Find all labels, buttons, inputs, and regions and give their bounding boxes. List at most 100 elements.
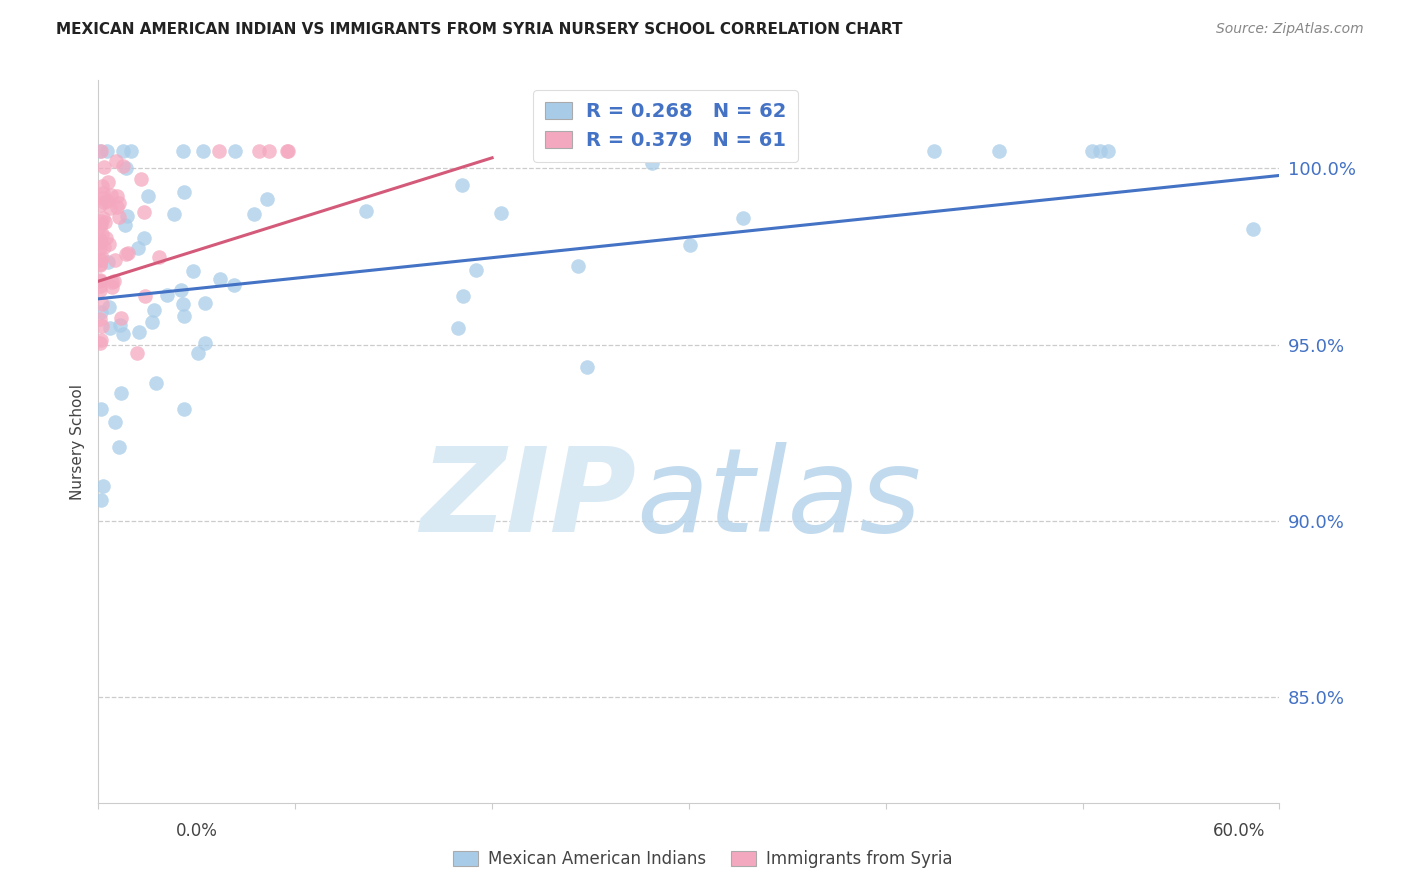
Point	[922, 144, 945, 158]
Point	[129, 172, 152, 186]
Point	[128, 326, 150, 340]
Point	[243, 207, 266, 221]
Point	[93, 240, 115, 254]
Point	[256, 192, 278, 206]
Point	[108, 440, 131, 454]
Point	[277, 144, 299, 158]
Point	[98, 201, 121, 215]
Point	[987, 144, 1010, 158]
Point	[90, 252, 112, 267]
Point	[173, 401, 195, 416]
Text: atlas: atlas	[636, 442, 921, 557]
Point	[1097, 144, 1119, 158]
Point	[451, 289, 474, 303]
Text: Source: ZipAtlas.com: Source: ZipAtlas.com	[1216, 22, 1364, 37]
Y-axis label: Nursery School: Nursery School	[70, 384, 86, 500]
Text: MEXICAN AMERICAN INDIAN VS IMMIGRANTS FROM SYRIA NURSERY SCHOOL CORRELATION CHAR: MEXICAN AMERICAN INDIAN VS IMMIGRANTS FR…	[56, 22, 903, 37]
Point	[96, 144, 118, 158]
Point	[276, 144, 298, 158]
Text: 60.0%: 60.0%	[1213, 822, 1265, 840]
Point	[96, 194, 118, 209]
Point	[114, 161, 136, 175]
Point	[136, 188, 159, 202]
Point	[100, 321, 122, 335]
Text: 0.0%: 0.0%	[176, 822, 218, 840]
Point	[141, 315, 163, 329]
Point	[89, 279, 111, 293]
Point	[100, 188, 122, 202]
Point	[89, 219, 111, 233]
Point	[89, 234, 111, 248]
Point	[89, 273, 111, 287]
Point	[93, 161, 115, 175]
Point	[465, 262, 488, 277]
Point	[89, 284, 111, 298]
Point	[104, 252, 127, 267]
Point	[90, 144, 112, 158]
Point	[115, 247, 138, 261]
Point	[111, 144, 134, 158]
Point	[91, 186, 114, 200]
Point	[447, 321, 470, 335]
Point	[90, 333, 112, 347]
Point	[89, 198, 111, 212]
Point	[89, 274, 111, 288]
Point	[89, 144, 111, 158]
Point	[194, 335, 217, 350]
Point	[108, 318, 131, 332]
Point	[117, 245, 139, 260]
Point	[89, 258, 111, 272]
Point	[489, 205, 512, 219]
Point	[89, 241, 111, 255]
Point	[1081, 144, 1104, 158]
Point	[90, 305, 112, 319]
Point	[224, 144, 246, 158]
Point	[97, 237, 120, 252]
Point	[90, 492, 112, 507]
Point	[91, 178, 114, 193]
Point	[108, 195, 131, 210]
Point	[105, 153, 128, 168]
Point	[89, 252, 111, 267]
Point	[91, 227, 114, 241]
Point	[567, 259, 589, 273]
Point	[194, 296, 217, 310]
Point	[169, 284, 191, 298]
Point	[191, 144, 214, 158]
Point	[91, 211, 114, 225]
Point	[208, 144, 231, 158]
Point	[257, 144, 280, 158]
Point	[104, 415, 127, 429]
Point	[93, 194, 115, 209]
Point	[94, 230, 117, 244]
Point	[1088, 144, 1111, 158]
Point	[534, 144, 557, 158]
Point	[114, 218, 136, 232]
Point	[89, 336, 111, 351]
Point	[89, 257, 111, 271]
Point	[134, 205, 156, 219]
Point	[91, 318, 114, 333]
Point	[101, 275, 124, 289]
Point	[143, 302, 166, 317]
Point	[108, 210, 131, 224]
Point	[156, 288, 179, 302]
Point	[103, 275, 125, 289]
Text: ZIP: ZIP	[420, 442, 636, 557]
Point	[181, 264, 204, 278]
Point	[679, 238, 702, 252]
Point	[641, 156, 664, 170]
Point	[125, 345, 148, 359]
Point	[222, 278, 245, 293]
Point	[576, 359, 599, 374]
Point	[120, 144, 142, 158]
Point	[101, 280, 124, 294]
Point	[145, 376, 167, 390]
Point	[733, 211, 755, 225]
Point	[89, 235, 111, 250]
Point	[112, 326, 135, 341]
Point	[107, 189, 129, 203]
Point	[90, 217, 112, 231]
Point	[173, 309, 195, 323]
Point	[132, 231, 155, 245]
